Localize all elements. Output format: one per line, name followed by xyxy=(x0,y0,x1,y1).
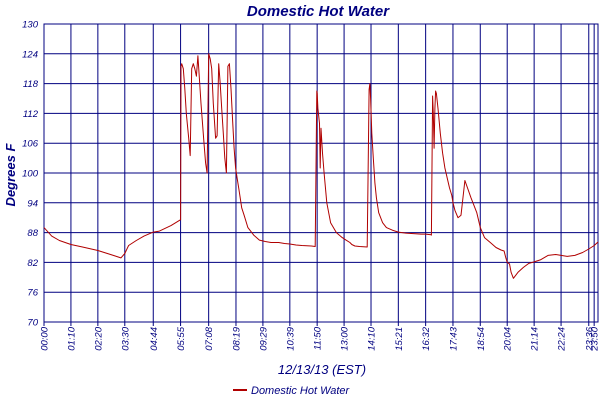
series-layer xyxy=(44,54,598,278)
x-tick-label: 18:54 xyxy=(476,327,487,351)
y-tick-label: 112 xyxy=(23,109,39,120)
y-tick-label: 130 xyxy=(22,20,39,31)
x-tick-label: 16:32 xyxy=(421,326,432,350)
y-axis-ticks: 70 76 82 88 94 100 106 112 118 124 130 xyxy=(22,20,39,329)
x-tick-label: 17:43 xyxy=(448,326,459,350)
x-tick-label: 20:04 xyxy=(503,327,514,352)
x-tick-label: 08:19 xyxy=(231,326,242,350)
x-tick-label: 02:20 xyxy=(93,326,104,350)
x-tick-label: 00:00 xyxy=(40,326,51,350)
grid xyxy=(44,24,598,322)
x-tick-label: 01:10 xyxy=(66,326,77,350)
x-axis-label: 12/13/13 (EST) xyxy=(278,362,366,377)
x-tick-label: 04:44 xyxy=(149,327,160,351)
y-tick-label: 88 xyxy=(27,228,38,239)
series-line-domestic-hot-water xyxy=(44,54,598,278)
legend: Domestic Hot Water xyxy=(233,385,351,397)
y-tick-label: 106 xyxy=(22,139,39,150)
y-axis-label: Degrees F xyxy=(3,143,18,207)
legend-label: Domestic Hot Water xyxy=(251,385,351,397)
y-tick-label: 76 xyxy=(27,288,38,299)
y-tick-label: 94 xyxy=(27,198,38,209)
x-tick-label: 22:24 xyxy=(557,327,568,352)
x-tick-label: 13:00 xyxy=(340,326,351,350)
x-tick-label: 07:08 xyxy=(204,326,215,350)
x-tick-label: 09:29 xyxy=(258,326,269,350)
x-tick-label: 05:55 xyxy=(176,326,187,350)
x-tick-label: 10:39 xyxy=(285,326,296,350)
y-tick-label: 70 xyxy=(27,318,38,329)
y-tick-label: 82 xyxy=(27,258,38,269)
x-axis-ticks: 00:00 01:10 02:20 03:30 04:44 05:55 07:08 08:19… xyxy=(40,322,600,352)
x-tick-label: 21:14 xyxy=(530,327,541,352)
y-tick-label: 124 xyxy=(22,49,38,60)
x-tick-label: 11:50 xyxy=(313,326,324,350)
y-tick-label: 118 xyxy=(23,79,39,90)
chart-title: Domestic Hot Water xyxy=(247,3,390,20)
x-tick-label: 14:10 xyxy=(367,326,378,350)
x-tick-label: 23:50 xyxy=(590,326,600,351)
y-tick-label: 100 xyxy=(22,169,39,180)
x-tick-label: 03:30 xyxy=(120,326,131,350)
x-tick-label: 15:21 xyxy=(394,327,405,351)
